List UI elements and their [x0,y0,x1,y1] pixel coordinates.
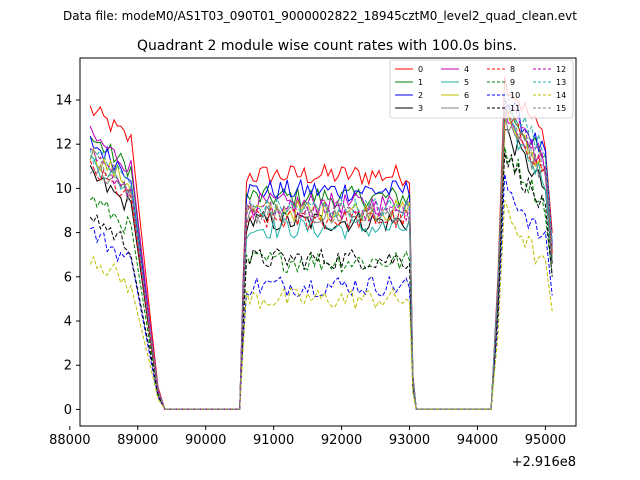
legend-label-2: 2 [418,91,423,100]
legend-label-7: 7 [464,104,469,113]
plot-frame [79,57,577,427]
legend-label-14: 14 [556,91,566,100]
y-tick-label: 12 [55,138,72,153]
series-line-14 [89,200,553,410]
legend-label-3: 3 [418,104,423,113]
legend-label-11: 11 [510,104,520,113]
series-line-8 [89,111,553,410]
legend-label-6: 6 [464,91,469,100]
series-line-0 [89,76,553,410]
series-line-4 [89,105,553,410]
x-tick-label: 94000 [457,433,498,448]
legend-label-0: 0 [418,65,423,74]
chart-title: Quadrant 2 module wise count rates with … [137,38,517,54]
series-line-2 [89,101,553,410]
y-tick-label: 4 [64,315,72,330]
legend-label-4: 4 [464,65,469,74]
x-offset-label: +2.916e8 [512,455,576,470]
x-tick-label: 92000 [321,433,362,448]
series-line-10 [90,173,553,410]
x-tick-label: 93000 [389,433,430,448]
y-tick-label: 8 [64,226,72,241]
x-tick-label: 95000 [525,433,566,448]
series-line-5 [89,116,553,410]
x-tick-label: 90000 [185,433,226,448]
legend-label-13: 13 [556,78,566,87]
series-line-9 [89,147,553,410]
legend-label-5: 5 [464,78,469,87]
series-line-7 [89,112,553,410]
legend-label-15: 15 [556,104,566,113]
series-line-12 [89,98,553,410]
y-tick-label: 0 [64,403,72,418]
x-tick-label: 91000 [253,433,294,448]
legend-label-8: 8 [510,65,515,74]
y-tick-label: 2 [64,359,72,374]
x-tick-label: 88000 [49,433,90,448]
chart-supertitle: Data file: modeM0/AS1T03_090T01_90000028… [63,9,577,23]
y-axis: 0 2 4 6 8 10 12 14 [55,93,80,418]
legend-label-1: 1 [418,78,423,87]
legend-label-9: 9 [510,78,515,87]
y-tick-label: 14 [55,93,72,108]
series-line-15 [89,97,553,410]
legend-label-10: 10 [510,91,520,100]
series-line-11 [89,152,553,410]
legend-label-12: 12 [556,65,566,74]
legend-frame [389,59,574,119]
series-line-1 [89,105,553,410]
series-line-6 [89,112,553,410]
x-tick-label: 89000 [117,433,158,448]
series-layer [89,76,553,410]
x-axis: 88000 89000 90000 91000 92000 93000 94000 95000 [49,426,566,448]
y-tick-label: 6 [64,270,72,285]
y-tick-label: 10 [55,182,72,197]
